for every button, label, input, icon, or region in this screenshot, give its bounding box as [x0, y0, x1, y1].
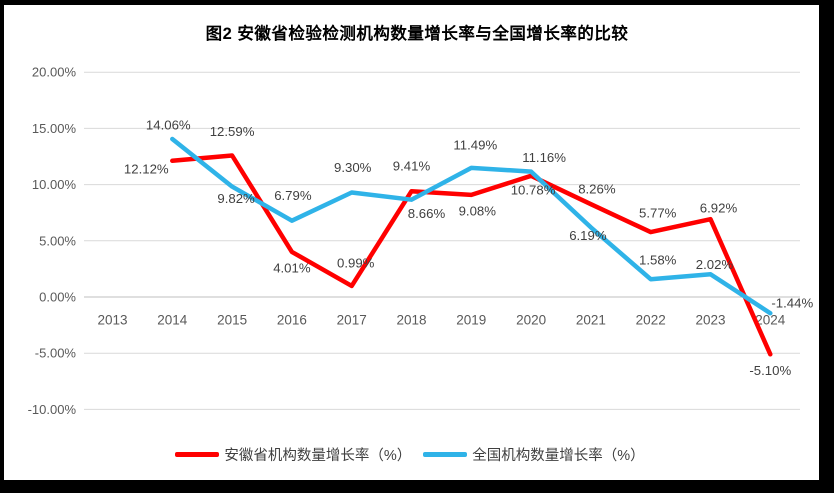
data-label-anhui: 4.01%: [273, 260, 311, 275]
x-tick-label: 2019: [456, 313, 486, 328]
data-label-national: 14.06%: [146, 118, 191, 133]
data-label-anhui: 10.78%: [511, 182, 556, 197]
data-label-national: 11.49%: [453, 137, 497, 152]
y-tick-label: 5.00%: [39, 233, 76, 248]
x-tick-label: 2024: [755, 313, 786, 328]
x-tick-label: 2021: [576, 313, 606, 328]
y-tick-label: 15.00%: [32, 121, 77, 136]
x-tick-label: 2023: [695, 313, 725, 328]
x-tick-label: 2013: [97, 313, 127, 328]
data-label-anhui: 0.99%: [337, 255, 375, 270]
chart-legend: 安徽省机构数量增长率（%） 全国机构数量增长率（%）: [0, 444, 820, 465]
legend-line-swatch-anhui-icon: [175, 452, 220, 457]
data-label-anhui: 8.26%: [578, 182, 616, 197]
chart-canvas: [4, 5, 819, 480]
data-label-national: 2.02%: [696, 257, 734, 272]
y-tick-label: -10.00%: [28, 402, 77, 417]
data-label-anhui: 6.92%: [700, 201, 738, 216]
data-label-national: 8.66%: [408, 206, 446, 221]
legend-item-anhui: 安徽省机构数量增长率（%）: [175, 444, 411, 465]
data-label-national: 6.79%: [274, 188, 312, 203]
y-tick-label: 0.00%: [39, 290, 76, 305]
data-label-national: 9.30%: [334, 160, 372, 175]
x-tick-label: 2016: [277, 313, 307, 328]
y-tick-label: -5.00%: [35, 346, 77, 361]
legend-label-anhui: 安徽省机构数量增长率（%）: [224, 448, 412, 464]
x-tick-label: 2014: [157, 313, 188, 328]
series-line-national: [170, 136, 773, 316]
y-tick-label: 20.00%: [32, 65, 77, 80]
chart-title: 图2 安徽省检验检测机构数量增长率与全国增长率的比较: [205, 25, 629, 43]
y-tick-label: 10.00%: [32, 177, 77, 192]
data-label-anhui: 12.59%: [210, 124, 255, 139]
data-label-anhui: 5.77%: [639, 206, 677, 221]
x-tick-label: 2018: [396, 313, 426, 328]
data-label-national: -1.44%: [771, 296, 813, 311]
data-label-national: 9.82%: [217, 191, 255, 206]
x-tick-label: 2020: [516, 313, 546, 328]
data-label-anhui: 9.08%: [459, 203, 497, 218]
data-label-national: 6.19%: [569, 228, 607, 243]
x-tick-label: 2015: [217, 313, 247, 328]
x-tick-label: 2022: [636, 313, 666, 328]
x-tick-label: 2017: [337, 313, 367, 328]
legend-item-national: 全国机构数量增长率（%）: [423, 444, 645, 465]
data-label-anhui: 12.12%: [124, 161, 169, 176]
legend-label-national: 全国机构数量增长率（%）: [472, 448, 645, 464]
data-label-anhui: 9.41%: [393, 159, 431, 174]
data-label-national: 11.16%: [522, 150, 566, 165]
legend-line-swatch-national-icon: [423, 452, 468, 457]
data-label-national: 1.58%: [639, 253, 677, 268]
data-label-anhui: -5.10%: [749, 363, 791, 378]
series-line-anhui: [170, 153, 773, 357]
